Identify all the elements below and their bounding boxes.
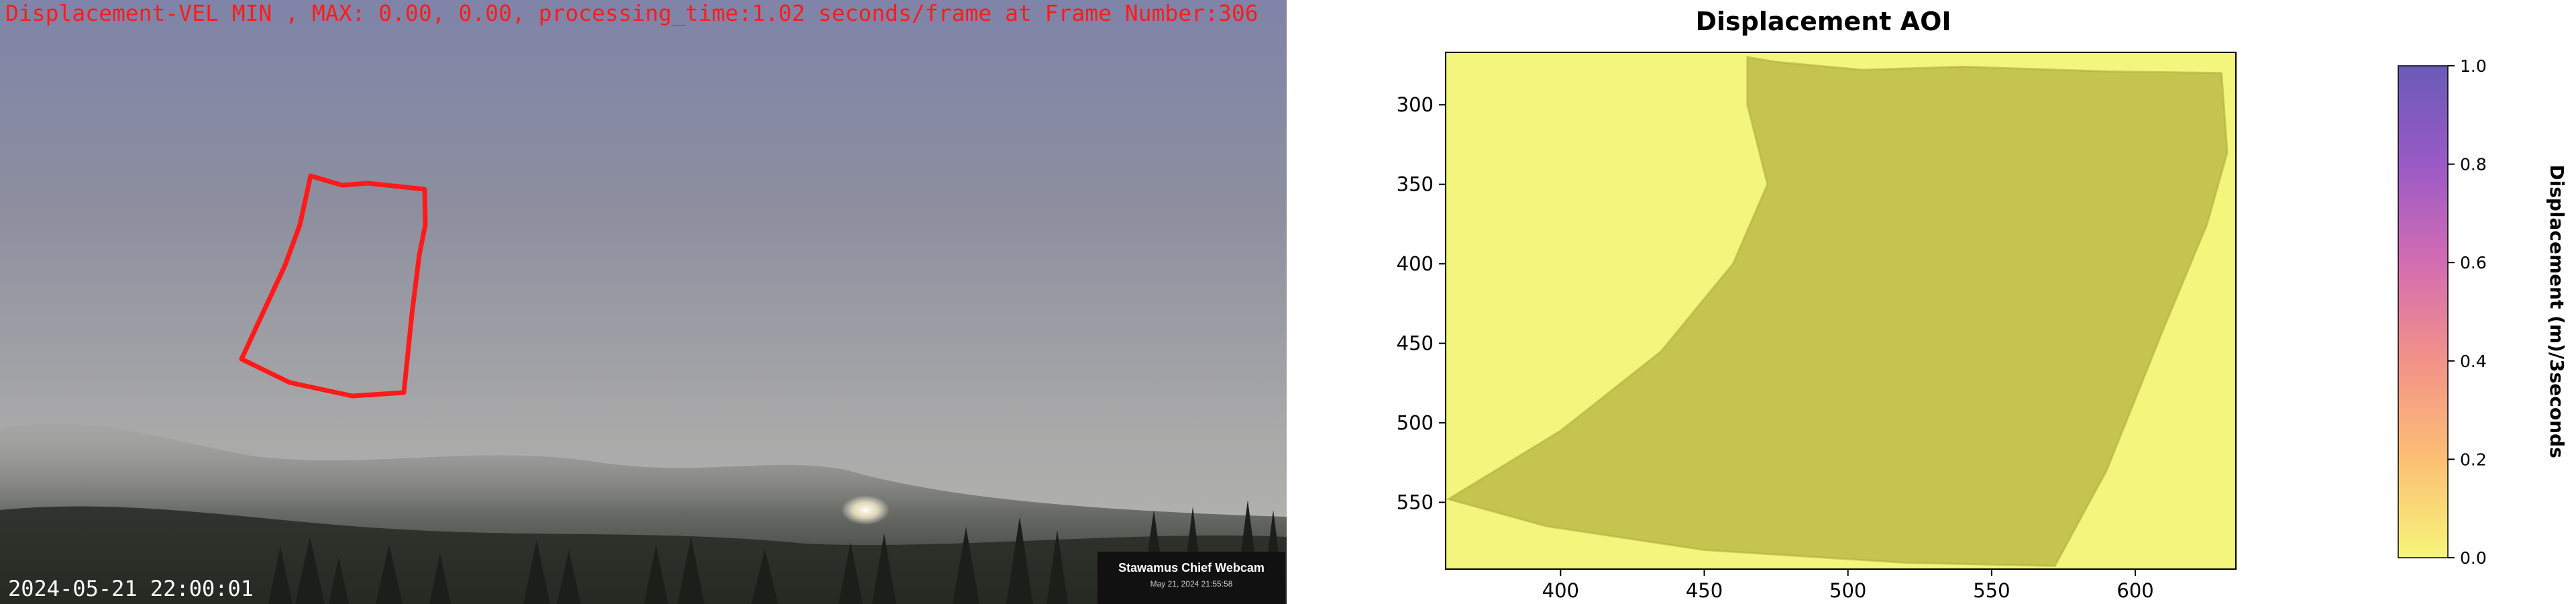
colorbar-tick-label: 0.8 xyxy=(2460,155,2487,174)
plot-frame xyxy=(1445,52,2237,570)
colorbar-tick-label: 0.2 xyxy=(2460,450,2487,469)
x-tick-label: 500 xyxy=(1829,579,1866,602)
aoi-displacement-region xyxy=(1448,57,2228,566)
y-tick-label: 350 xyxy=(1397,173,1434,196)
processing-status-overlay: Displacement-VEL MIN , MAX: 0.00, 0.00, … xyxy=(5,0,1258,26)
webcam-frame: Displacement-VEL MIN , MAX: 0.00, 0.00, … xyxy=(0,0,1287,604)
colorbar xyxy=(2398,65,2449,558)
x-tick-label: 400 xyxy=(1542,579,1579,602)
webcam-image xyxy=(0,0,1287,604)
x-tick-label: 600 xyxy=(2116,579,2153,602)
colorbar-tick-label: 0.0 xyxy=(2460,548,2487,568)
colorbar-tick-label: 0.6 xyxy=(2460,253,2487,272)
colorbar-label: Displacement (m)/3seconds xyxy=(2546,164,2568,458)
aoi-outline xyxy=(239,173,428,399)
y-tick-label: 450 xyxy=(1397,332,1434,355)
colorbar-tick-label: 0.4 xyxy=(2460,352,2487,371)
y-tick-label: 500 xyxy=(1397,411,1434,434)
x-tick-label: 550 xyxy=(1973,579,2010,602)
x-tick-label: 450 xyxy=(1686,579,1723,602)
light-glow xyxy=(841,495,890,525)
webcam-badge-title: Stawamus Chief Webcam xyxy=(1118,561,1265,574)
frame-timestamp: 2024-05-21 22:00:01 xyxy=(8,576,254,601)
plot-title: Displacement AOI xyxy=(1695,7,1951,36)
webcam-badge-subtitle: May 21, 2024 21:55:58 xyxy=(1150,579,1233,589)
webcam-badge: Stawamus Chief Webcam May 21, 2024 21:55… xyxy=(1097,552,1285,604)
displacement-plot: Displacement AOI 400 450 500 550 600 300 350 4… xyxy=(1397,7,2568,602)
y-tick-label: 550 xyxy=(1397,491,1434,513)
aoi-edge xyxy=(1446,56,2229,567)
colorbar-tick-label: 1.0 xyxy=(2460,56,2487,76)
y-tick-label: 300 xyxy=(1397,93,1434,116)
displacement-plot-panel: Displacement AOI 400 450 500 550 600 300 350 4… xyxy=(1288,0,2576,604)
y-tick-label: 400 xyxy=(1397,252,1434,275)
